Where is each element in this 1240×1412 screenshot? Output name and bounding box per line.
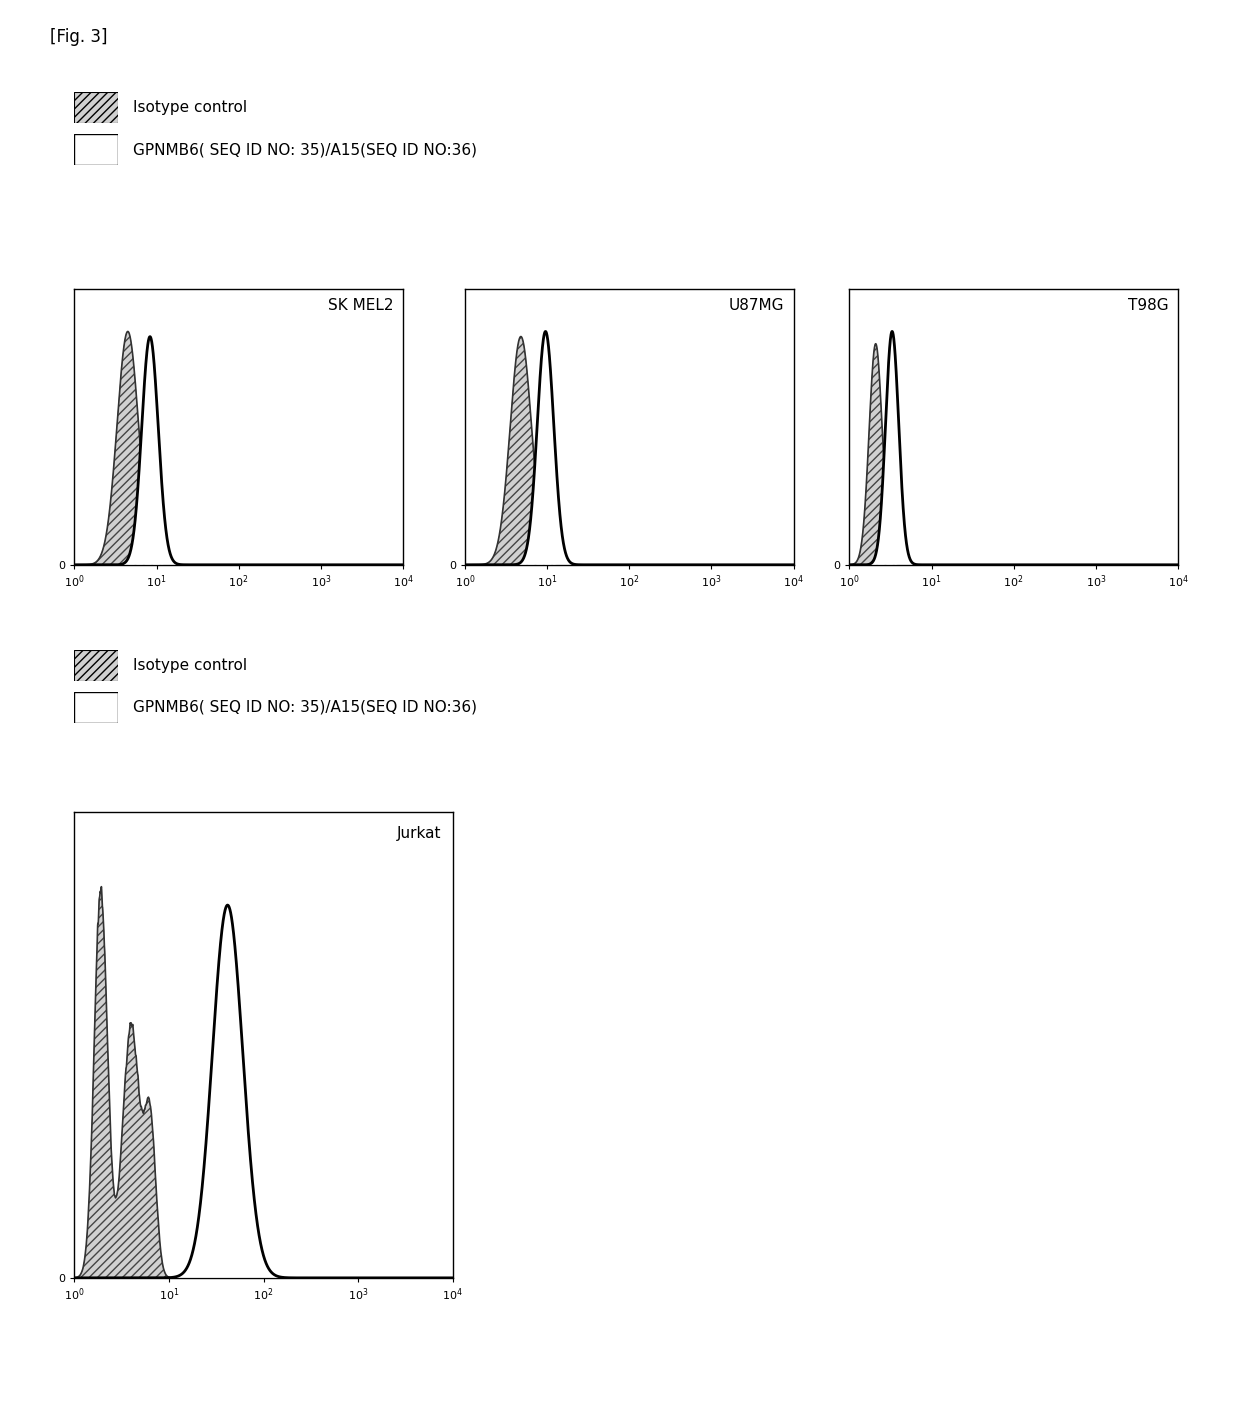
Text: Isotype control: Isotype control bbox=[133, 100, 247, 114]
Text: Isotype control: Isotype control bbox=[133, 658, 247, 672]
Text: Jurkat: Jurkat bbox=[397, 826, 441, 842]
Text: GPNMB6( SEQ ID NO: 35)/A15(SEQ ID NO:36): GPNMB6( SEQ ID NO: 35)/A15(SEQ ID NO:36) bbox=[133, 143, 476, 157]
Text: GPNMB6( SEQ ID NO: 35)/A15(SEQ ID NO:36): GPNMB6( SEQ ID NO: 35)/A15(SEQ ID NO:36) bbox=[133, 700, 476, 714]
Text: U87MG: U87MG bbox=[728, 298, 784, 312]
Text: SK MEL2: SK MEL2 bbox=[327, 298, 393, 312]
Text: T98G: T98G bbox=[1127, 298, 1168, 312]
Text: [Fig. 3]: [Fig. 3] bbox=[50, 28, 107, 47]
